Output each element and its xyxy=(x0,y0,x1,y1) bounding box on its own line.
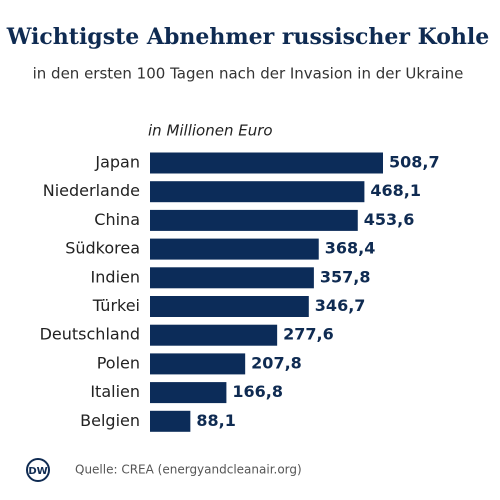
chart-title: Wichtigste Abnehmer russischer Kohle xyxy=(6,24,490,50)
value-label: 368,4 xyxy=(325,239,376,258)
category-label: Deutschland xyxy=(40,325,140,344)
value-label: 88,1 xyxy=(196,411,235,430)
value-label: 468,1 xyxy=(370,181,421,200)
category-label: Türkei xyxy=(92,296,140,315)
bar xyxy=(150,181,365,203)
category-label: Indien xyxy=(91,267,140,286)
bar xyxy=(150,267,314,289)
value-label: 346,7 xyxy=(315,296,366,315)
bar xyxy=(150,152,383,174)
category-label: Polen xyxy=(97,353,140,372)
bar xyxy=(150,209,358,231)
value-label: 357,8 xyxy=(320,267,371,286)
category-label: Italien xyxy=(90,382,140,401)
logo: DW xyxy=(28,466,47,477)
bar xyxy=(150,410,191,432)
bar xyxy=(150,296,309,317)
bar xyxy=(150,324,278,346)
value-label: 508,7 xyxy=(389,153,440,172)
category-label: Niederlande xyxy=(43,181,140,200)
value-label: 166,8 xyxy=(232,382,283,401)
value-label: 453,6 xyxy=(364,210,415,229)
bar xyxy=(150,382,227,404)
axis-label: in Millionen Euro xyxy=(148,122,273,140)
category-label: Japan xyxy=(94,153,140,172)
category-label: Südkorea xyxy=(65,239,140,258)
value-label: 207,8 xyxy=(251,353,302,372)
source: Quelle: CREA (energyandcleanair.org) xyxy=(75,463,302,477)
category-label: China xyxy=(94,210,140,229)
logo-circle xyxy=(26,458,50,482)
chart-subtitle: in den ersten 100 Tagen nach der Invasio… xyxy=(33,65,464,83)
bar xyxy=(150,353,246,375)
bar xyxy=(150,238,319,260)
value-label: 277,6 xyxy=(283,325,334,344)
category-label: Belgien xyxy=(80,411,140,430)
